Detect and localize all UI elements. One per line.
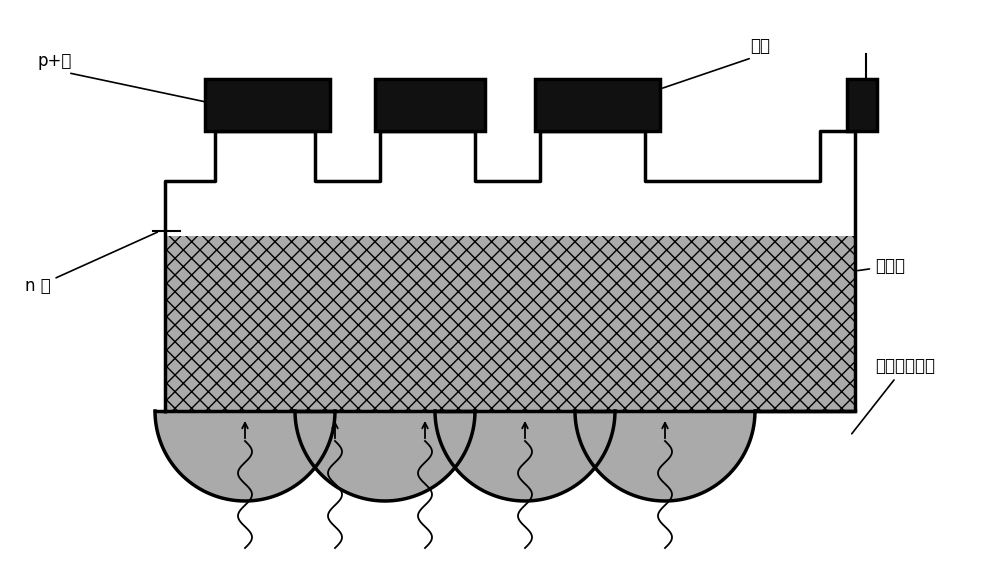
Polygon shape	[295, 411, 475, 501]
Bar	[375, 79, 485, 131]
Text: p+区: p+区	[38, 52, 222, 105]
Polygon shape	[575, 411, 755, 501]
Text: 电极: 电极	[663, 37, 770, 88]
Bar	[535, 79, 660, 131]
Bar	[205, 79, 330, 131]
Text: 硅衬底: 硅衬底	[858, 257, 905, 275]
Bar	[165, 236, 855, 411]
Text: n 区: n 区	[25, 232, 157, 295]
Polygon shape	[435, 411, 615, 501]
Text: 硅微透镜结构: 硅微透镜结构	[852, 357, 935, 434]
Polygon shape	[155, 411, 335, 501]
Bar	[847, 79, 877, 131]
Bar	[165, 181, 855, 236]
